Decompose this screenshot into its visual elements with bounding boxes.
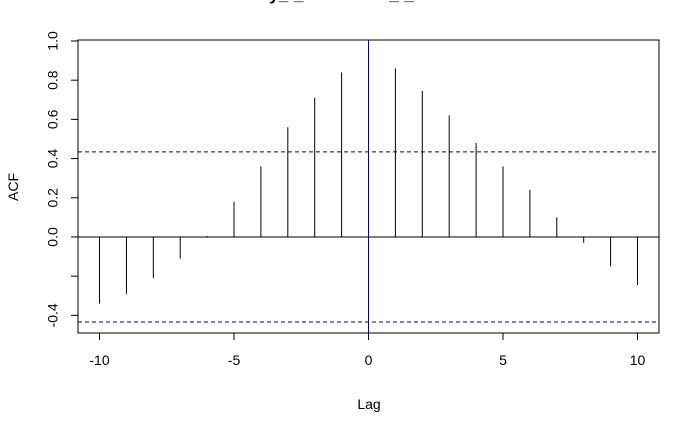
x-axis-label: Lag [357,396,380,412]
x-tick-label: 10 [630,352,646,368]
y-tick-label: 0.0 [45,227,61,247]
y-tick-label: 0.2 [45,188,61,208]
y-axis-label: ACF [5,173,21,201]
y-tick-label: 0.4 [45,149,61,169]
y-tick-label: 0.8 [45,70,61,90]
y-tick-label: -0.4 [45,303,61,327]
x-tick-label: 5 [499,352,507,368]
y-tick-label: 0.6 [45,109,61,129]
chart-title: y_t_effects & x_t_effects [269,0,468,4]
x-tick-label: -10 [89,352,109,368]
x-tick-label: 0 [365,352,373,368]
x-tick-label: -5 [228,352,241,368]
y-tick-label: 1.0 [45,31,61,51]
